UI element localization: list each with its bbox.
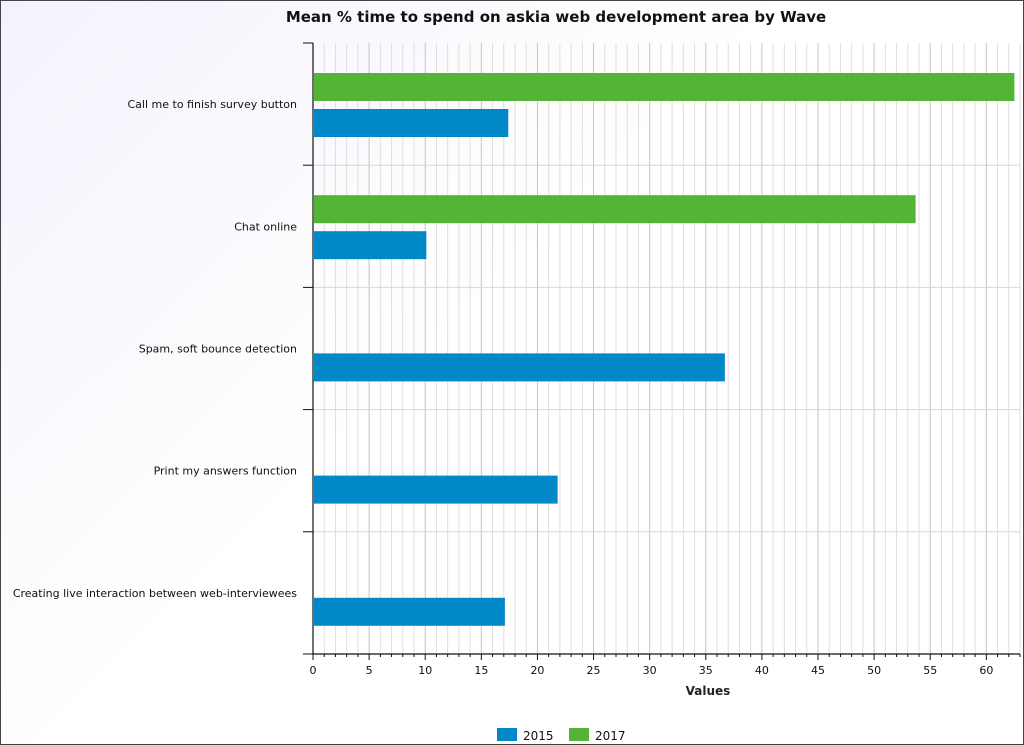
- x-tick-label: 30: [643, 664, 657, 677]
- x-tick-labels: 0 5 10 15 20 25 30 35 40 45 50 55 60: [310, 664, 994, 677]
- bar-2017-1: [314, 73, 1015, 101]
- x-axis-title: Values: [686, 684, 731, 698]
- x-tick-label: 0: [310, 664, 317, 677]
- x-tick-label: 45: [811, 664, 825, 677]
- legend-swatch-2015: [497, 728, 517, 741]
- grid-lines: [313, 43, 1021, 654]
- bar-2017-2: [314, 195, 916, 224]
- bar-2015-1: [314, 109, 509, 137]
- x-tick-label: 15: [474, 664, 488, 677]
- x-tick-label: 40: [755, 664, 769, 677]
- category-label: Call me to finish survey button: [128, 98, 298, 111]
- x-tick-label: 10: [418, 664, 432, 677]
- x-tick-label: 35: [699, 664, 713, 677]
- legend: 2015 2017: [497, 728, 626, 743]
- category-label: Creating live interaction between web-in…: [13, 587, 297, 600]
- x-tick-label: 20: [530, 664, 544, 677]
- category-label: Spam, soft bounce detection: [139, 343, 297, 356]
- legend-label-2017: 2017: [595, 729, 626, 743]
- x-tick-label: 25: [587, 664, 601, 677]
- bar-2015-3: [314, 353, 725, 382]
- x-tick-label: 50: [867, 664, 881, 677]
- category-label: Print my answers function: [154, 465, 297, 478]
- x-tick-label: 55: [923, 664, 937, 677]
- bar-2015-4: [314, 475, 558, 504]
- axes: [303, 42, 1021, 660]
- x-tick-label: 60: [979, 664, 993, 677]
- category-labels: Call me to finish survey button Chat onli…: [13, 98, 297, 600]
- x-tick-label: 5: [366, 664, 373, 677]
- bar-2015-2: [314, 231, 427, 260]
- legend-label-2015: 2015: [523, 729, 554, 743]
- bars: [314, 73, 1015, 626]
- bar-2015-5: [314, 597, 505, 626]
- chart-title: Mean % time to spend on askia web develo…: [286, 8, 826, 26]
- category-label: Chat online: [234, 220, 297, 233]
- legend-swatch-2017: [569, 728, 589, 741]
